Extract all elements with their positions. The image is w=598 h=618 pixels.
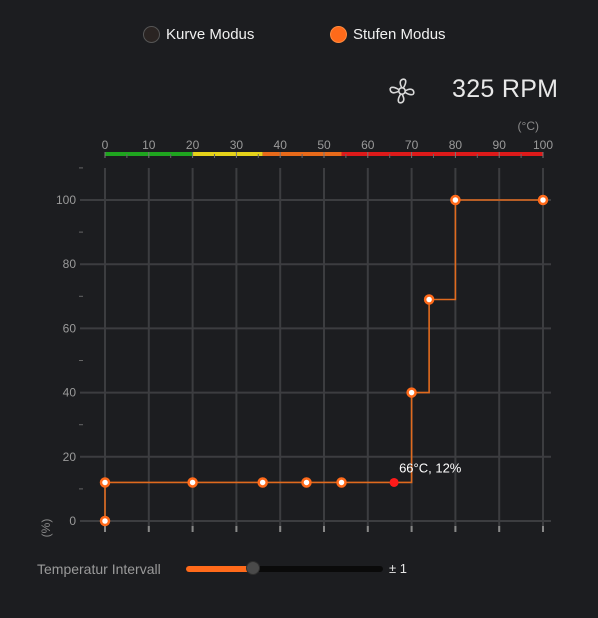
- y-tick-label: 80: [63, 257, 77, 271]
- control-point[interactable]: [406, 387, 417, 398]
- control-point[interactable]: [336, 477, 347, 488]
- x-unit-label: (°C): [518, 119, 539, 133]
- x-tick-label: 90: [493, 138, 507, 152]
- step-mode-radio[interactable]: Stufen Modus: [330, 26, 446, 43]
- temperature-interval-slider[interactable]: [186, 561, 383, 575]
- control-point[interactable]: [301, 477, 312, 488]
- control-point[interactable]: [450, 194, 461, 206]
- temp-zone-yellow: [192, 152, 263, 156]
- control-point[interactable]: [99, 477, 111, 488]
- slider-thumb[interactable]: [245, 561, 260, 575]
- y-tick-label: 100: [56, 193, 76, 207]
- y-tick-label: 40: [63, 386, 77, 400]
- control-point[interactable]: [187, 477, 198, 488]
- x-axis-ticks: 0 10 20 30 40 50 60 70 80 90 100: [102, 138, 553, 532]
- temp-zone-red: [341, 152, 543, 156]
- y-tick-label: 60: [63, 321, 77, 335]
- x-tick-label: 40: [274, 138, 288, 152]
- x-tick-label: 30: [230, 138, 244, 152]
- x-tick-label: 50: [317, 138, 331, 152]
- step-mode-radio-circle[interactable]: [330, 26, 347, 43]
- fan-rpm-readout: 325 RPM: [452, 75, 559, 103]
- chart-grid: [80, 168, 551, 530]
- current-point: [389, 477, 399, 487]
- y-tick-label: 0: [69, 514, 76, 528]
- step-mode-label: Stufen Modus: [353, 26, 446, 43]
- x-tick-label: 60: [361, 138, 375, 152]
- curve-mode-radio[interactable]: Kurve Modus: [143, 26, 254, 43]
- temperature-interval-control: Temperatur Intervall ± 1: [37, 561, 457, 581]
- x-tick-label: 20: [186, 138, 200, 152]
- x-tick-label: 70: [405, 138, 419, 152]
- fan-step-series: [99, 194, 549, 527]
- x-tick-label: 80: [449, 138, 463, 152]
- curve-mode-radio-circle[interactable]: [143, 26, 160, 43]
- x-tick-label: 0: [102, 138, 109, 152]
- control-point[interactable]: [423, 294, 435, 305]
- y-axis-ticks: 0 20 40 60 80 100: [56, 167, 83, 528]
- temperature-interval-label: Temperatur Intervall: [37, 561, 161, 577]
- control-point[interactable]: [257, 477, 268, 488]
- fan-icon: [389, 78, 415, 104]
- curve-mode-label: Kurve Modus: [166, 26, 255, 43]
- temperature-interval-value: ± 1: [389, 561, 407, 576]
- control-point[interactable]: [99, 515, 111, 527]
- x-tick-label: 10: [142, 138, 156, 152]
- y-tick-label: 20: [63, 450, 77, 464]
- current-point-label: 66°C, 12%: [399, 460, 462, 475]
- slider-fill: [186, 566, 253, 572]
- control-point[interactable]: [537, 194, 549, 206]
- x-tick-label: 100: [533, 138, 553, 152]
- mode-selector: Kurve Modus Stufen Modus: [0, 26, 598, 50]
- y-unit-label: (%): [39, 519, 53, 538]
